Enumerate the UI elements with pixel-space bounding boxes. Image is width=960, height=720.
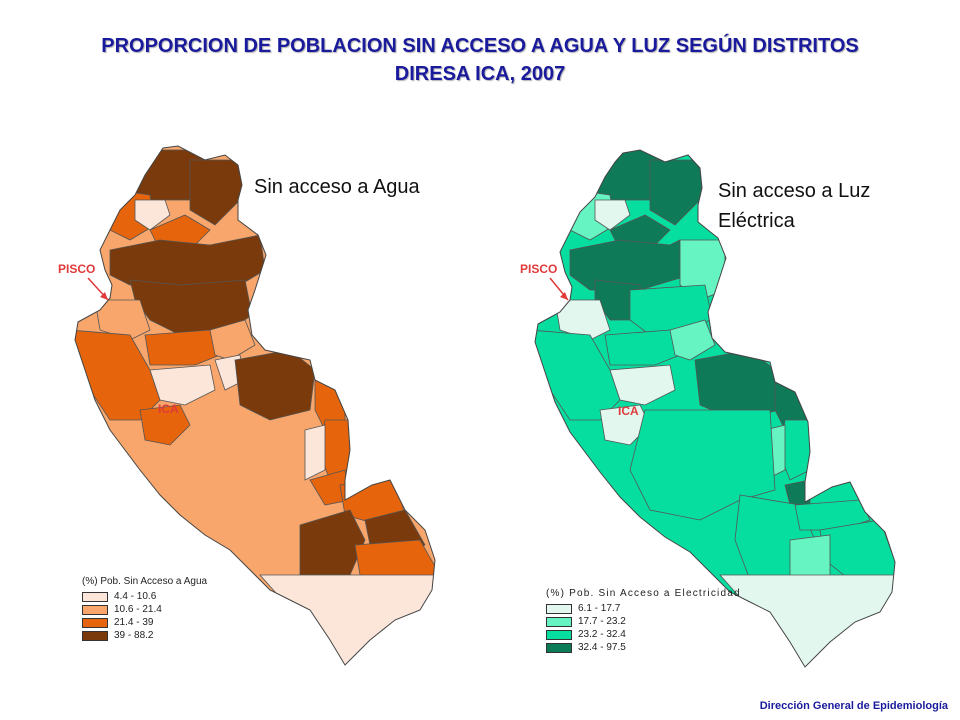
light-legend: (%) Pob. Sin Acceso a Electricidad 6.1 -… — [546, 588, 741, 654]
title-line-1: PROPORCION DE POBLACION SIN ACCESO A AGU… — [101, 35, 859, 57]
water-region-south-coast — [259, 574, 435, 665]
light-region-south-coast — [719, 574, 895, 667]
water-region-east-4 — [304, 424, 326, 481]
water-legend-swatch — [82, 617, 108, 628]
water-legend-row: 10.6 - 21.4 — [82, 603, 207, 616]
light-legend-swatch — [546, 629, 572, 640]
water-region-mid-1 — [144, 329, 221, 366]
light-region-central-1 — [594, 279, 641, 321]
light-map-label-line-1: Sin acceso a Luz — [718, 180, 871, 202]
light-legend-swatch — [546, 616, 572, 627]
water-legend-title: (%) Pob. Sin Acceso a Agua — [82, 576, 208, 587]
light-legend-swatch — [546, 642, 572, 653]
light-region-south-interior-1 — [629, 409, 776, 521]
water-map-outline — [74, 145, 436, 666]
water-legend-row: 4.4 - 10.6 — [82, 590, 207, 603]
light-legend-title: (%) Pob. Sin Acceso a Electricidad — [546, 588, 741, 599]
light-city-pisco: PISCO — [520, 262, 558, 276]
light-map-label-line-2: Eléctrica — [718, 210, 795, 232]
water-legend-range: 39 - 88.2 — [114, 630, 154, 641]
water-pisco-arrowhead — [100, 292, 108, 300]
title-line-2: DIRESA ICA, 2007 — [394, 63, 566, 85]
light-legend-range: 6.1 - 17.7 — [578, 603, 621, 614]
water-region-ica-2 — [139, 404, 191, 446]
water-legend-range: 4.4 - 10.6 — [114, 591, 157, 602]
light-map-label: Sin acceso a Luz Eléctrica — [718, 176, 870, 236]
light-city-ica: ICA — [618, 404, 639, 418]
water-region-ica-1 — [149, 364, 216, 406]
water-legend-rows: 4.4 - 10.6 10.6 - 21.4 21.4 - 39 39 - 88.2 — [82, 590, 207, 642]
light-legend-range: 17.7 - 23.2 — [578, 616, 626, 627]
water-region-pisco-1 — [94, 299, 151, 341]
light-region-mid-2 — [669, 319, 716, 361]
water-legend-row: 21.4 - 39 — [82, 616, 207, 629]
water-region-mid-2 — [209, 319, 256, 361]
footer-credit: Dirección General de Epidemiología — [759, 700, 948, 712]
light-legend-swatch — [546, 603, 572, 614]
light-map-outline — [534, 149, 896, 668]
water-region-north-4 — [134, 199, 171, 231]
light-region-pisco-1 — [554, 299, 611, 341]
page-title: PROPORCION DE POBLACION SIN ACCESO A AGU… — [0, 32, 960, 88]
water-legend-swatch — [82, 630, 108, 641]
water-legend-swatch — [82, 604, 108, 615]
light-pisco-arrowhead — [560, 292, 568, 300]
light-legend-row: 32.4 - 97.5 — [546, 641, 741, 654]
light-region-south-3 — [789, 534, 831, 581]
water-legend-range: 10.6 - 21.4 — [114, 604, 162, 615]
water-legend-swatch — [82, 591, 108, 602]
light-legend-row: 23.2 - 32.4 — [546, 628, 741, 641]
light-region-central-east — [679, 239, 726, 301]
water-city-pisco: PISCO — [58, 262, 96, 276]
water-region-central-north — [109, 234, 266, 291]
water-legend-range: 21.4 - 39 — [114, 617, 154, 628]
water-legend: (%) Pob. Sin Acceso a Agua 4.4 - 10.6 10.… — [82, 576, 207, 642]
light-legend-row: 6.1 - 17.7 — [546, 602, 741, 615]
light-legend-rows: 6.1 - 17.7 17.7 - 23.2 23.2 - 32.4 32.4 - 9… — [546, 602, 741, 654]
light-legend-range: 32.4 - 97.5 — [578, 642, 626, 653]
light-legend-row: 17.7 - 23.2 — [546, 615, 741, 628]
light-region-north-4 — [594, 199, 631, 231]
light-region-ica-1 — [609, 364, 676, 406]
light-region-mid-1 — [604, 329, 681, 366]
water-map-label: Sin acceso a Agua — [254, 176, 420, 198]
water-legend-row: 39 - 88.2 — [82, 629, 207, 642]
light-legend-range: 23.2 - 32.4 — [578, 629, 626, 640]
water-city-ica: ICA — [158, 402, 179, 416]
